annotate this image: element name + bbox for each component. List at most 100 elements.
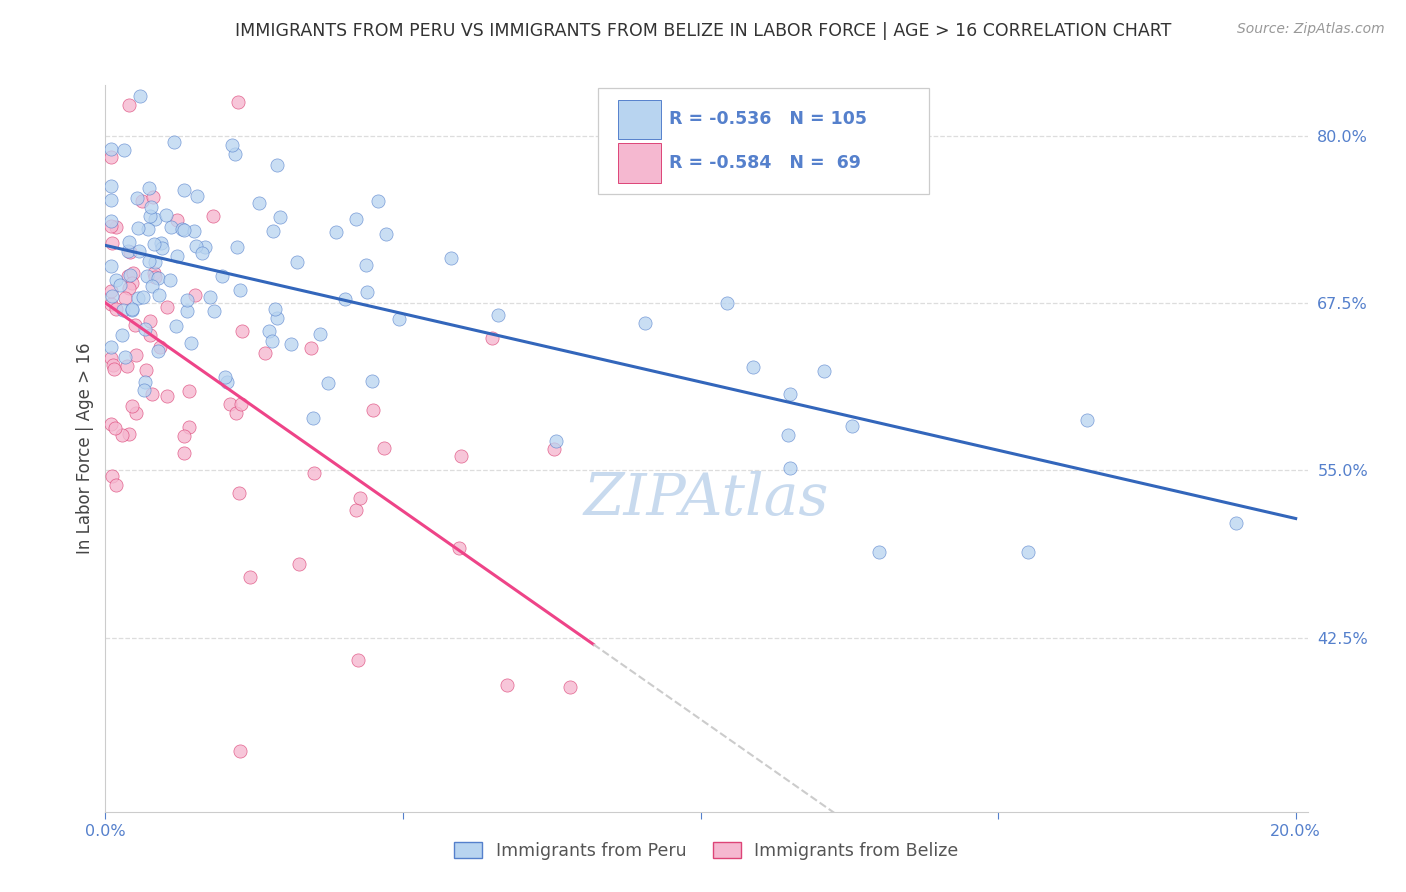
Point [253,345,276,359]
Point [149,340,172,354]
Point [103,362,125,376]
Point [150,240,173,254]
Point [634,316,657,330]
Point [122,266,145,280]
Point [184,288,207,302]
Point [778,428,800,442]
Point [104,272,127,286]
Point [143,255,166,269]
Point [117,244,139,259]
Point [121,301,143,316]
Point [224,146,246,161]
Point [388,312,411,326]
Point [201,209,224,223]
Point [148,287,170,301]
Point [114,350,136,364]
Point [101,358,124,372]
Point [186,189,208,203]
Point [333,293,356,307]
Point [257,324,280,338]
Point [135,268,157,283]
Point [262,224,284,238]
Point [349,491,371,505]
Point [229,397,252,411]
Point [266,158,288,172]
Point [142,236,165,251]
Point [163,135,186,149]
Point [142,190,165,204]
Point [148,343,170,358]
Point [841,418,863,433]
Point [143,211,166,226]
Point [104,421,127,435]
Point [166,213,188,227]
Point [308,327,330,342]
Point [263,302,285,317]
Point [285,255,308,269]
Point [114,291,136,305]
Point [344,211,367,226]
Point [741,360,763,375]
Point [141,279,163,293]
Point [269,210,291,224]
Point [301,410,323,425]
Point [100,417,122,431]
Point [118,281,141,295]
Point [118,427,141,442]
Point [226,240,249,254]
Legend: Immigrants from Peru, Immigrants from Belize: Immigrants from Peru, Immigrants from Be… [447,835,966,867]
Point [180,336,202,351]
Point [132,383,155,397]
Text: R = -0.584   N =  69: R = -0.584 N = 69 [669,153,860,171]
Point [131,194,153,209]
Point [141,387,163,401]
Point [108,277,131,292]
Point [125,406,148,420]
Text: ZIPAtlas: ZIPAtlas [583,471,830,527]
Point [226,95,249,110]
Point [156,389,179,403]
Point [211,268,233,283]
Point [214,370,236,384]
Point [138,314,160,328]
Point [356,285,378,299]
Point [100,179,122,194]
Point [124,318,146,332]
Point [229,283,252,297]
Point [117,235,139,249]
Point [111,328,134,343]
Text: R = -0.536   N = 105: R = -0.536 N = 105 [669,111,868,128]
FancyBboxPatch shape [599,88,929,194]
Point [125,348,148,362]
Point [299,342,322,356]
Point [262,334,284,348]
Point [558,680,581,694]
Point [1076,413,1098,427]
Point [373,441,395,455]
Point [118,244,141,259]
Point [173,429,195,443]
Point [202,304,225,318]
Point [367,194,389,209]
Point [155,208,177,222]
Point [1017,545,1039,559]
Point [100,259,122,273]
Point [128,244,150,259]
Point [447,541,470,556]
Point [361,374,384,388]
Point [239,570,262,584]
Point [111,302,134,317]
Point [100,142,122,156]
Point [104,478,127,492]
Point [112,144,135,158]
Point [280,337,302,351]
Point [183,224,205,238]
Point [111,427,134,442]
Point [166,249,188,263]
Point [716,296,738,310]
Point [868,545,890,559]
Point [100,340,122,354]
Point [217,375,239,389]
Point [160,219,183,234]
Point [193,240,215,254]
